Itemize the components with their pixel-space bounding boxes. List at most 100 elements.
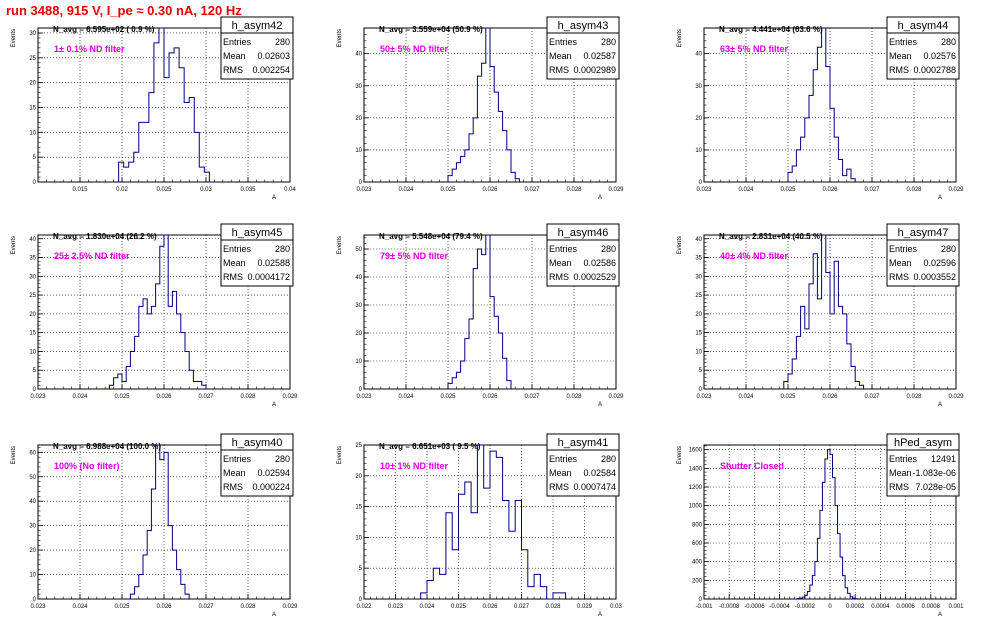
x-tick-label: 0.023 xyxy=(388,604,404,610)
histogram-bin xyxy=(177,314,181,389)
x-tick-label: 0.024 xyxy=(72,394,88,400)
y-tick-label: 800 xyxy=(692,522,703,528)
run-title: run 3488, 915 V, I_pe ≈ 0.30 nA, 120 Hz xyxy=(6,3,242,18)
histogram-bin xyxy=(160,246,164,389)
x-tick-label: 0.015 xyxy=(72,187,88,193)
y-tick-label: 0 xyxy=(699,597,703,603)
x-tick-label: 0.025 xyxy=(780,187,796,193)
x-tick-label: 0.024 xyxy=(398,394,414,400)
y-tick-label: 20 xyxy=(355,331,362,337)
stats-mean-value: -1.083e-06 xyxy=(912,468,956,478)
histogram-bin xyxy=(801,306,805,389)
histogram-series xyxy=(796,449,859,600)
stats-mean-label: Mean xyxy=(889,51,912,61)
histogram-bin xyxy=(522,550,528,599)
y-tick-label: 15 xyxy=(355,505,362,511)
histogram-bin xyxy=(164,452,168,599)
histogram-bin xyxy=(809,95,813,182)
histogram-bin xyxy=(847,169,851,182)
x-tick-label: 0.025 xyxy=(114,604,130,610)
stats-entries-label: Entries xyxy=(549,454,578,464)
x-axis-title: A xyxy=(598,402,602,408)
histogram-bin xyxy=(796,336,800,389)
histogram-bin xyxy=(448,176,452,182)
histogram-series xyxy=(787,27,856,182)
x-tick-label: 0.0006 xyxy=(896,604,915,610)
x-tick-label: 0.025 xyxy=(780,394,796,400)
stats-rms-value: 0.0002529 xyxy=(573,272,616,282)
histogram-bin xyxy=(179,68,184,182)
histogram-bin xyxy=(139,306,143,389)
histogram-series xyxy=(420,444,567,600)
y-tick-label: 0 xyxy=(33,597,37,603)
histogram-bin xyxy=(486,28,490,182)
histogram-bin xyxy=(151,306,155,389)
histogram-bin xyxy=(820,510,823,599)
histogram-bin xyxy=(494,92,498,182)
histogram-bin xyxy=(509,531,515,599)
y-tick-label: 60 xyxy=(29,450,36,456)
histogram-panel: 0.023 0.024 0.025 0.026 0.027 0.028 0.029 0 10 20… xyxy=(677,16,964,201)
histogram-bin xyxy=(800,598,803,599)
y-axis-title: Events xyxy=(11,29,17,47)
stats-mean-label: Mean xyxy=(223,258,246,268)
histogram-bin xyxy=(503,358,507,389)
histogram-series xyxy=(783,234,865,389)
stats-rms-label: RMS xyxy=(549,482,569,492)
x-tick-label: 0.023 xyxy=(30,604,46,610)
filter-annotation: Shutter Closed xyxy=(720,461,784,471)
histogram-bin xyxy=(139,122,144,182)
x-tick-label: 0.026 xyxy=(822,187,838,193)
x-tick-label: 0.026 xyxy=(482,187,498,193)
histogram-bin xyxy=(503,131,507,182)
y-tick-label: 1400 xyxy=(689,466,703,472)
histogram-bin xyxy=(126,366,130,389)
histogram-bin xyxy=(181,584,185,599)
x-tick-label: 0.025 xyxy=(114,394,130,400)
stats-rms-label: RMS xyxy=(549,272,569,282)
histogram-bin xyxy=(507,381,511,389)
histogram-bin xyxy=(830,314,834,389)
histogram-bin xyxy=(114,378,118,389)
histogram-bin xyxy=(796,150,800,182)
histogram-name: h_asym45 xyxy=(232,227,283,239)
y-axis-title: Events xyxy=(337,236,343,254)
x-tick-label: 0.023 xyxy=(30,394,46,400)
x-tick-label: 0.027 xyxy=(864,394,880,400)
y-tick-label: 30 xyxy=(695,84,702,90)
histogram-bin xyxy=(835,506,838,599)
y-tick-label: 0 xyxy=(699,387,703,393)
histogram-bin xyxy=(168,526,172,599)
stats-entries-label: Entries xyxy=(223,454,252,464)
histogram-panel: 0.023 0.024 0.025 0.026 0.027 0.028 0.029 0 5 10 1… xyxy=(677,223,964,408)
histogram-bin xyxy=(482,255,486,389)
histogram-name: h_asym41 xyxy=(558,437,609,449)
x-tick-label: 0.029 xyxy=(608,394,624,400)
histogram-bin xyxy=(534,574,540,599)
histogram-bin xyxy=(169,53,174,182)
histogram-bin xyxy=(189,370,193,389)
y-tick-label: 50 xyxy=(355,247,362,253)
stats-rms-label: RMS xyxy=(889,482,909,492)
x-tick-label: 0.024 xyxy=(419,604,435,610)
y-tick-label: 10 xyxy=(29,130,36,136)
histogram-bin xyxy=(469,134,473,182)
y-tick-label: 1600 xyxy=(689,448,703,454)
histogram-bin xyxy=(452,169,456,182)
stats-mean-value: 0.02596 xyxy=(923,258,956,268)
histogram-bin xyxy=(788,172,792,182)
histogram-bin xyxy=(469,319,473,389)
y-tick-label: 0 xyxy=(359,180,363,186)
stats-mean-value: 0.02576 xyxy=(923,51,956,61)
x-tick-label: 0.026 xyxy=(482,394,498,400)
y-tick-label: 0 xyxy=(33,180,37,186)
histogram-bin xyxy=(477,249,481,389)
histogram-bin xyxy=(840,557,843,599)
stats-box xyxy=(886,433,960,497)
histogram-bin xyxy=(833,478,836,599)
stats-rms-value: 0.000224 xyxy=(252,482,290,492)
stats-entries-value: 280 xyxy=(601,244,616,254)
histogram-bin xyxy=(788,374,792,389)
x-tick-label: 0.025 xyxy=(440,394,456,400)
stats-mean-value: 0.02587 xyxy=(583,51,616,61)
